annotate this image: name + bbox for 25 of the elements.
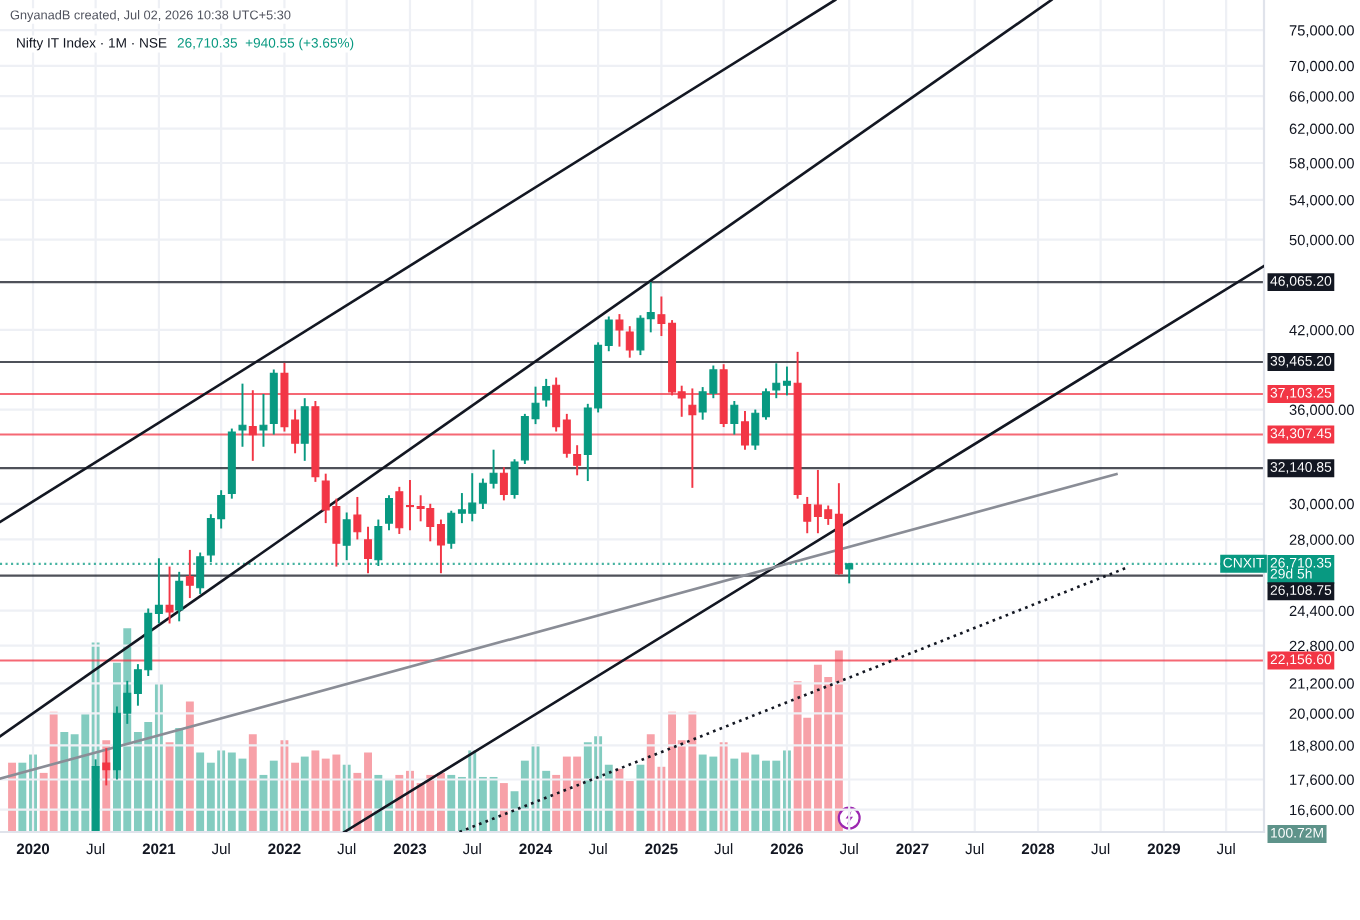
candlestick bbox=[499, 466, 508, 502]
candlestick bbox=[542, 377, 551, 408]
candlestick bbox=[730, 400, 739, 436]
bar bbox=[741, 752, 749, 832]
bar bbox=[300, 756, 309, 832]
candlestick bbox=[259, 393, 268, 448]
bar bbox=[636, 764, 645, 832]
bar bbox=[175, 728, 184, 832]
candlestick bbox=[300, 397, 309, 462]
candlestick bbox=[364, 525, 373, 575]
candlestick bbox=[615, 313, 624, 348]
candlestick bbox=[185, 548, 194, 600]
candlestick bbox=[625, 325, 634, 359]
bar bbox=[165, 742, 174, 832]
bar bbox=[730, 758, 739, 832]
bar bbox=[499, 783, 508, 832]
candlestick bbox=[342, 511, 351, 562]
candlestick bbox=[510, 458, 519, 500]
candlestick bbox=[353, 495, 362, 541]
bar bbox=[248, 734, 257, 832]
candlestick bbox=[573, 444, 582, 477]
candlestick bbox=[165, 565, 174, 625]
candlestick bbox=[385, 494, 393, 532]
candlestick bbox=[175, 570, 184, 623]
candlestick bbox=[238, 382, 247, 448]
